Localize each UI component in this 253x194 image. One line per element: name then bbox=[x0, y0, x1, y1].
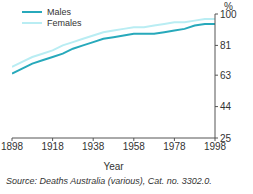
svg-text:1918: 1918 bbox=[41, 141, 64, 152]
html-text:Females: Females bbox=[47, 17, 82, 28]
svg-text:44: 44 bbox=[220, 101, 232, 112]
svg-text:1958: 1958 bbox=[123, 141, 146, 152]
svg-text:1998: 1998 bbox=[203, 141, 227, 153]
svg-text:1898: 1898 bbox=[8, 141, 24, 152]
svg-text:81: 81 bbox=[220, 40, 232, 51]
html-text:Males: Males bbox=[47, 6, 71, 17]
svg-text:100: 100 bbox=[220, 8, 237, 20]
svg-text:Year: Year bbox=[103, 161, 124, 172]
svg-text:63: 63 bbox=[220, 70, 232, 81]
svg-text:1978: 1978 bbox=[163, 141, 186, 152]
svg-text:25: 25 bbox=[220, 133, 232, 144]
html-text:Source: Deaths Australia (vari: Source: Deaths Australia (various), Cat.… bbox=[6, 176, 212, 186]
svg-text:1938: 1938 bbox=[82, 141, 105, 152]
